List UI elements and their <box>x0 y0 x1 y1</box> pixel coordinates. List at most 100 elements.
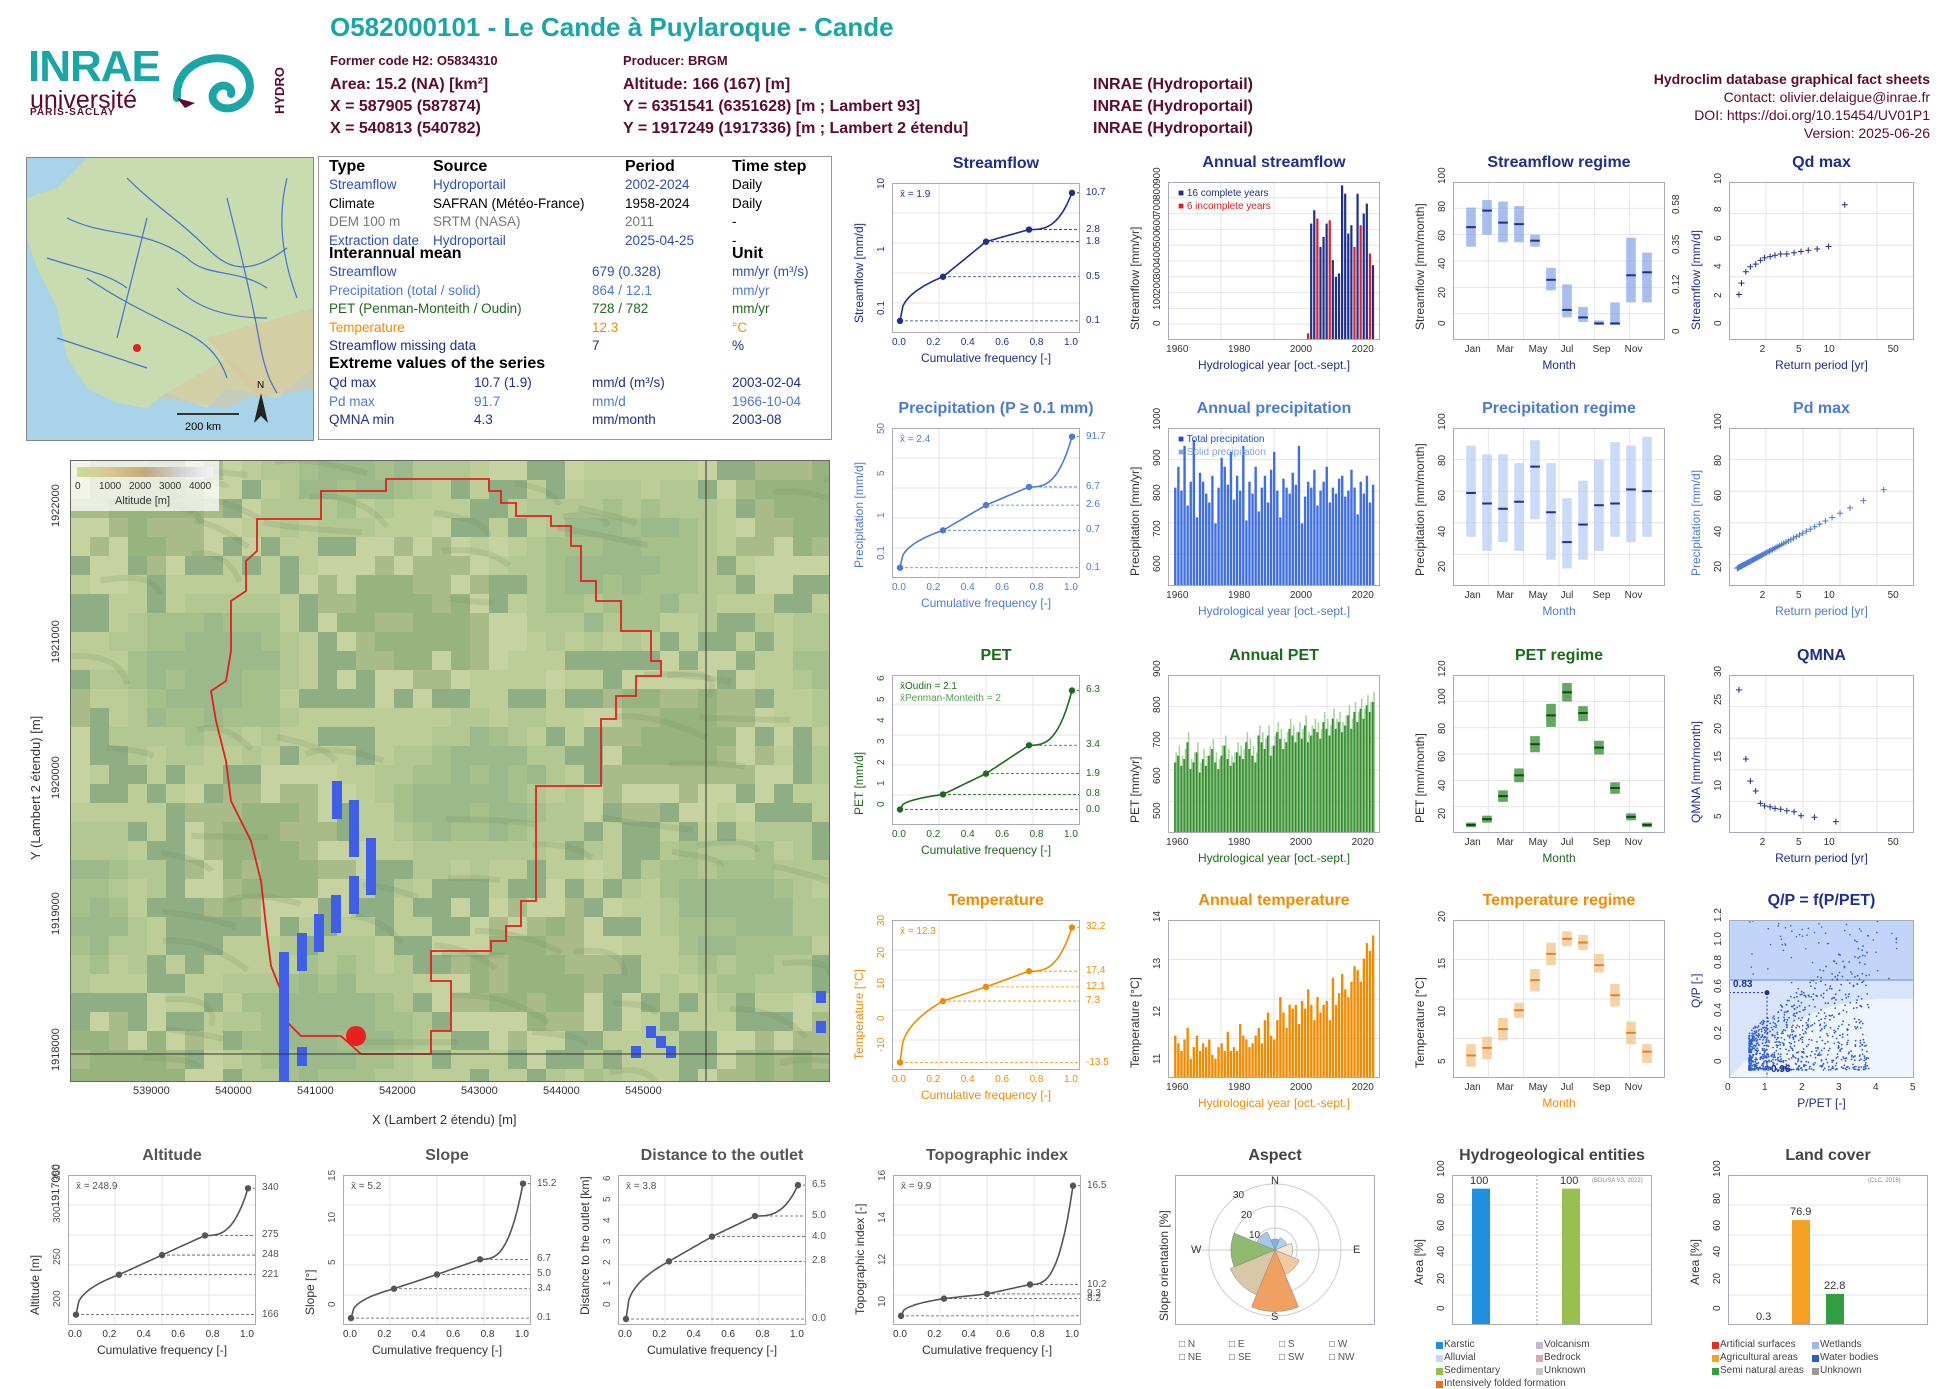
th-type: Type <box>329 158 365 176</box>
mean-unit: mm/yr (m³/s) <box>732 264 808 279</box>
qp-point <box>1752 1046 1754 1048</box>
mean-label: x̄ = 248.9 <box>76 1181 117 1192</box>
qp-point <box>1815 995 1817 997</box>
qp-point <box>1846 924 1848 926</box>
qp-point <box>1876 932 1878 934</box>
x-tick: Nov <box>1625 837 1643 848</box>
qp-point <box>1796 1069 1798 1071</box>
qp-point <box>1749 1032 1751 1034</box>
qp-point <box>1851 1054 1853 1056</box>
x-tick: 5 <box>1796 837 1802 848</box>
panel-title-landcover: Land cover <box>1718 1147 1938 1165</box>
qp-point <box>1751 1057 1753 1059</box>
right-tick: 4.0 <box>812 1231 826 1242</box>
qp-point <box>1858 1066 1860 1068</box>
qp-point <box>1798 1039 1800 1041</box>
y-tick: 1 <box>876 246 887 252</box>
qp-point <box>1794 1008 1796 1010</box>
qp-point <box>1817 1048 1819 1050</box>
x-tick: 0.0 <box>892 337 906 348</box>
bar <box>1248 482 1250 586</box>
y-axis-label: Temperature [°C] <box>852 969 866 1060</box>
x-axis-label: Cumulative frequency [-] <box>892 843 1080 857</box>
qp-point <box>1811 1051 1813 1053</box>
qp-point <box>1841 1048 1843 1050</box>
x-tick: 2020 <box>1352 837 1374 848</box>
qp-point <box>1860 1066 1862 1068</box>
qp-point <box>1859 978 1861 980</box>
y-tick: 40 <box>1437 779 1448 790</box>
qp-point <box>1862 1039 1864 1041</box>
bar-secondary <box>1256 752 1258 833</box>
qp-point <box>1813 1064 1815 1066</box>
panel-title-distance: Distance to the outlet <box>608 1147 836 1165</box>
qp-point <box>1829 1048 1831 1050</box>
qp-point <box>1877 970 1879 972</box>
y-tick: 1 <box>876 512 887 518</box>
fact-sheet-title: Hydroclim database graphical fact sheets <box>1654 70 1930 88</box>
bar <box>1276 491 1278 586</box>
chart-qdmax <box>1729 182 1914 340</box>
bar <box>1341 476 1343 586</box>
y-tick: 6 <box>876 675 887 681</box>
legend-swatch <box>1536 1368 1543 1375</box>
y-tick: 0 <box>876 801 887 807</box>
quantile-point <box>940 527 946 533</box>
bar <box>1363 214 1365 340</box>
qp-point <box>1864 1066 1866 1068</box>
bar-secondary <box>1175 752 1177 833</box>
return-period-point <box>1860 498 1866 504</box>
qp-point <box>1842 1020 1844 1022</box>
qp-point <box>1805 1028 1807 1030</box>
chart-qmna <box>1729 675 1914 833</box>
qp-point <box>1798 1068 1800 1070</box>
qp-point <box>1789 1034 1791 1036</box>
bar <box>1344 497 1346 586</box>
qp-point <box>1764 1027 1766 1029</box>
y-lambert93: Y = 6351541 (6351628) [m ; Lambert 93] <box>623 98 920 116</box>
qp-point <box>1832 1068 1834 1070</box>
right-tick: 248 <box>262 1249 279 1260</box>
x-tick: Jul <box>1561 1082 1574 1093</box>
bar <box>1245 1039 1247 1078</box>
chart-streamflow_regime <box>1453 182 1665 340</box>
legend-swatch <box>1712 1342 1719 1349</box>
aspect-legend: □ S <box>1279 1339 1295 1350</box>
y-tick: 200 <box>1152 278 1163 295</box>
right-tick: 0.8 <box>1086 788 1100 799</box>
bar <box>1310 1005 1312 1078</box>
bar <box>1322 1005 1324 1078</box>
category-bar <box>1826 1294 1844 1325</box>
bar <box>1217 1047 1219 1078</box>
qp-point <box>1755 1050 1757 1052</box>
qp-point <box>1861 973 1863 975</box>
bar-secondary <box>1290 719 1292 833</box>
y-axis-label: Temperature [°C] <box>1413 977 1427 1068</box>
mean-label: x̄ = 2.4 <box>900 434 930 445</box>
qp-point <box>1844 966 1846 968</box>
y-tick: 1 <box>876 780 887 786</box>
bar-secondary <box>1352 719 1354 833</box>
x-tick: 0.4 <box>137 1329 151 1340</box>
regime-box <box>1498 454 1508 542</box>
bar-secondary <box>1277 722 1279 833</box>
y-tick: 2 <box>876 759 887 765</box>
qp-point <box>1868 1007 1870 1009</box>
bar-secondary <box>1339 712 1341 833</box>
qp-point <box>1808 1018 1810 1020</box>
qp-point <box>1845 1058 1847 1060</box>
qp-point <box>1807 1044 1809 1046</box>
x-tick: May <box>1529 837 1548 848</box>
qp-point <box>1772 1047 1774 1049</box>
category-legend: Water bodies <box>1820 1352 1879 1363</box>
bar <box>1356 970 1358 1078</box>
bar <box>1298 446 1300 586</box>
bigmap-xtick: 545000 <box>625 1085 662 1097</box>
qp-point <box>1754 1030 1756 1032</box>
x-tick: Jul <box>1561 590 1574 601</box>
qp-point <box>1750 1049 1752 1051</box>
bar-secondary <box>1247 732 1249 833</box>
qp-point <box>1779 1044 1781 1046</box>
bar <box>1350 982 1352 1078</box>
right-tick: 0.7 <box>1086 524 1100 535</box>
